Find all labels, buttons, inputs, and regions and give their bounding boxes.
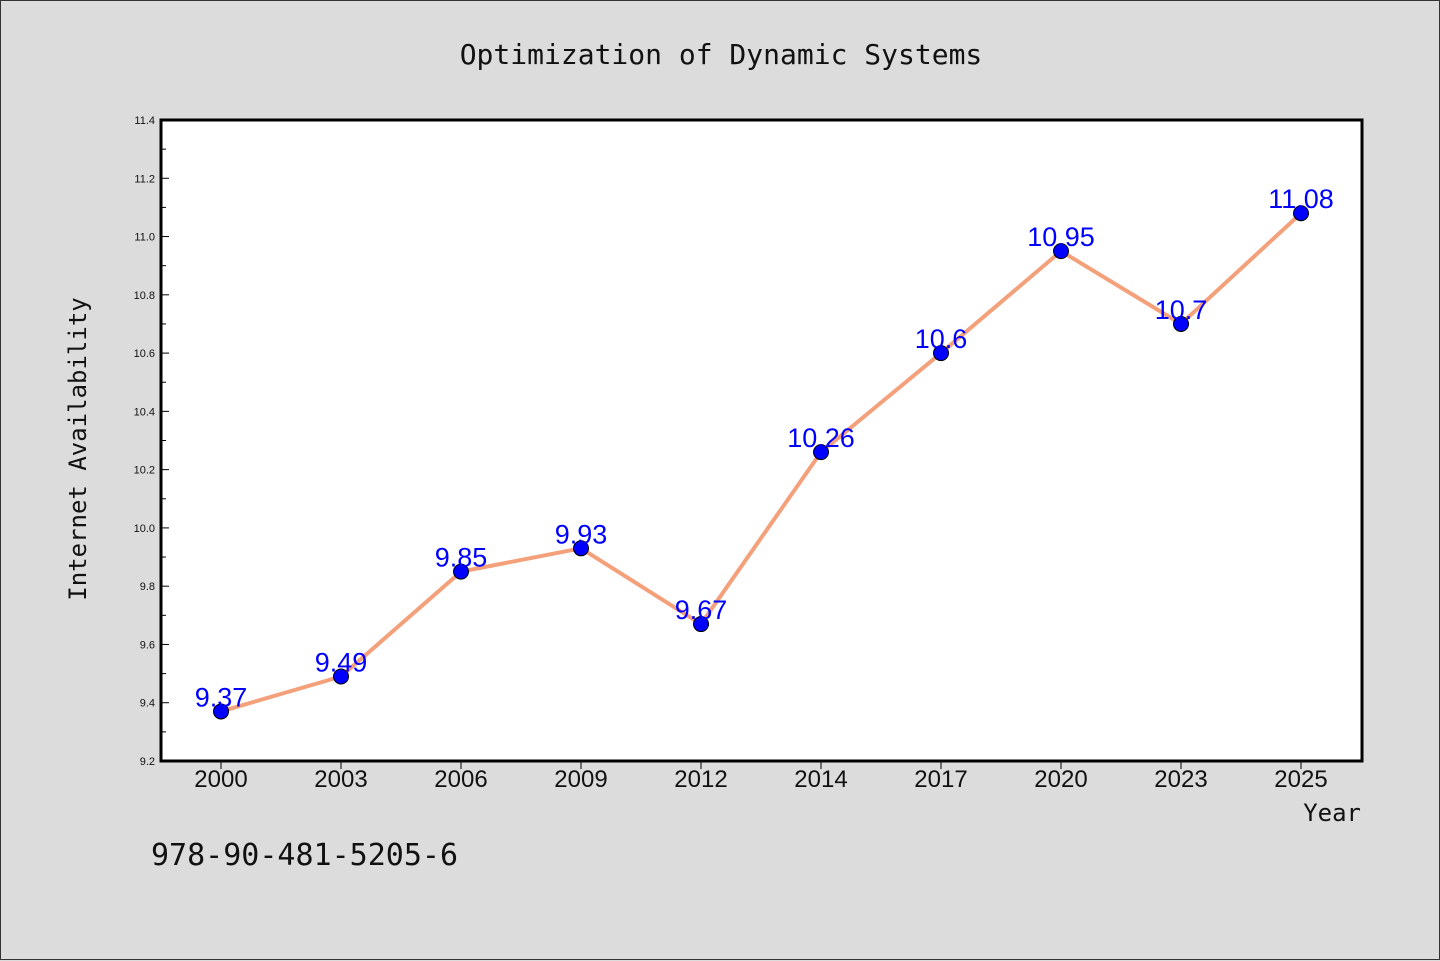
- data-point: [453, 563, 469, 580]
- x-tick-label: 2025: [1274, 766, 1327, 793]
- plot-border: [159, 118, 1364, 763]
- x-tick-label: 2006: [434, 766, 487, 793]
- y-tick-label: 10.8: [134, 290, 155, 302]
- data-point: [813, 444, 829, 461]
- y-tick-label: 10.4: [134, 406, 155, 418]
- y-tick-label: 11.4: [134, 115, 155, 127]
- x-tick-label: 2020: [1034, 766, 1087, 793]
- data-label: 9.37: [195, 682, 248, 712]
- data-point: [213, 703, 229, 720]
- data-label: 9.49: [315, 648, 368, 678]
- x-tick-label: 2000: [194, 766, 247, 793]
- data-point: [333, 668, 349, 685]
- y-tick-label: 10.6: [134, 348, 155, 360]
- data-point: [573, 540, 589, 557]
- y-tick-label: 9.2: [140, 756, 155, 768]
- x-tick-label: 2017: [914, 766, 967, 793]
- y-tick-label: 11.2: [134, 173, 155, 185]
- chart-title: Optimization of Dynamic Systems: [460, 38, 983, 71]
- y-tick-label: 9.6: [140, 639, 155, 651]
- y-tick-label: 10.0: [134, 523, 155, 535]
- data-label: 10.7: [1155, 295, 1208, 325]
- data-label: 10.95: [1027, 222, 1095, 252]
- data-series: 9.37 9.49 9.85 9.93 9.67 10.26 10.6 10.95 10.7 11…: [195, 184, 1334, 720]
- y-tick-label: 9.4: [140, 698, 155, 710]
- x-tick-label: 2009: [554, 766, 607, 793]
- x-axis: 2000 2003 2006 2009 2012 2014 2017 2020 2023 2025: [194, 761, 1328, 793]
- data-point: [693, 616, 709, 633]
- y-tick-label: 10.2: [134, 465, 155, 477]
- x-tick-label: 2012: [674, 766, 727, 793]
- x-axis-label: Year: [1303, 799, 1361, 827]
- x-tick-label: 2023: [1154, 766, 1207, 793]
- data-label: 10.6: [915, 324, 968, 354]
- data-point: [1053, 243, 1069, 260]
- data-label: 9.85: [435, 543, 488, 573]
- data-point: [1293, 205, 1309, 222]
- y-axis: 9.2 9.4 9.6 9.8 10.0 10.2 10.4 10.6 10.8 11.0 11.2…: [134, 115, 169, 768]
- y-axis-label: Internet Availability: [64, 297, 92, 600]
- data-label: 9.67: [675, 595, 728, 625]
- y-tick-label: 11.0: [134, 232, 155, 244]
- plot-area: [161, 120, 1362, 761]
- x-tick-label: 2003: [314, 766, 367, 793]
- y-tick-label: 9.8: [140, 581, 155, 593]
- isbn-text: 978-90-481-5205-6: [151, 838, 458, 873]
- data-label: 9.93: [555, 519, 608, 549]
- data-label: 10.26: [787, 423, 855, 453]
- x-tick-label: 2014: [794, 766, 847, 793]
- series-line: [220, 211, 1303, 714]
- data-point: [1173, 315, 1189, 332]
- data-label: 11.08: [1268, 184, 1334, 214]
- data-point: [933, 345, 949, 362]
